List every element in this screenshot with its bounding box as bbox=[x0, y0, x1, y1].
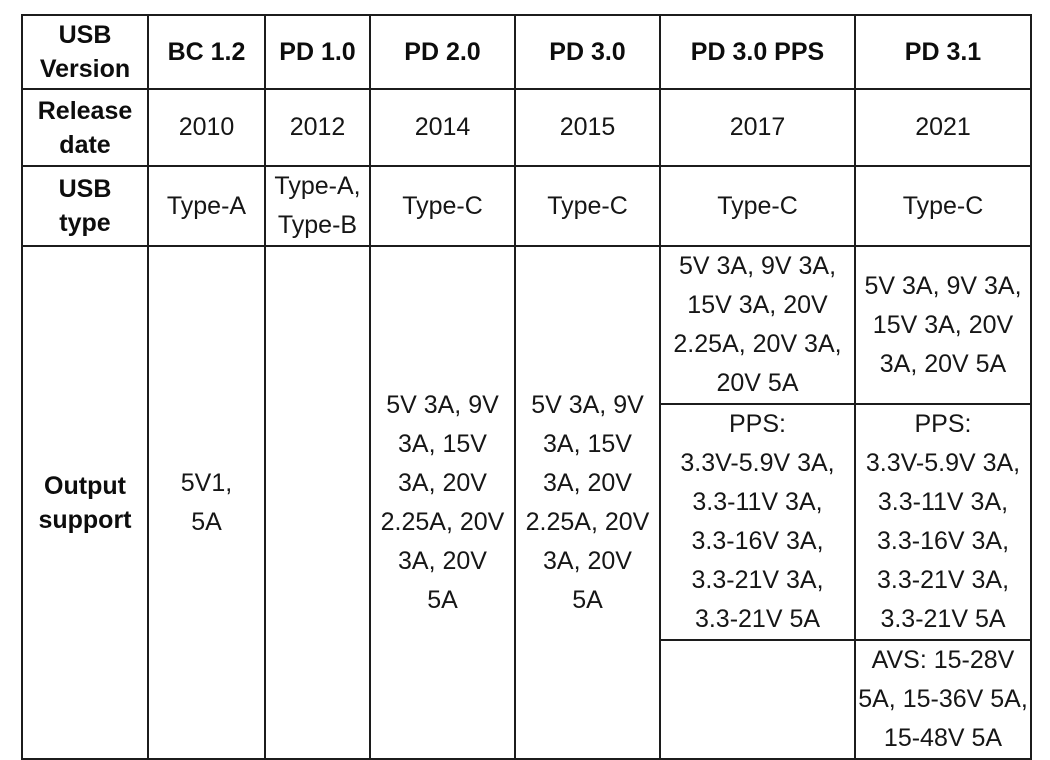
row-output-support-pps: PPS: 3.3V-5.9V 3A, 3.3-11V 3A, 3.3-16V 3… bbox=[22, 403, 1032, 641]
row-header-output-support: Output support bbox=[21, 245, 149, 760]
column-header-pd-3-1: PD 3.1 bbox=[854, 14, 1032, 90]
usb-type-pd-3-0: Type-C bbox=[514, 165, 661, 247]
release-date-bc-1-2: 2010 bbox=[147, 88, 266, 167]
column-header-pd-1-0: PD 1.0 bbox=[264, 14, 371, 90]
row-header-release-date: Release date bbox=[21, 88, 149, 167]
row-output-support: Output support 5V1, 5A 5V 3A, 9V 3A, 15V… bbox=[21, 245, 1032, 760]
output-support-pd-1-0 bbox=[264, 245, 371, 760]
column-header-bc-1-2: BC 1.2 bbox=[147, 14, 266, 90]
output-support-pd-3-1-fixed: 5V 3A, 9V 3A, 15V 3A, 20V 3A, 20V 5A bbox=[854, 245, 1032, 405]
usb-type-bc-1-2: Type-A bbox=[147, 165, 266, 247]
output-support-pd-3-0: 5V 3A, 9V 3A, 15V 3A, 20V 2.25A, 20V 3A,… bbox=[514, 245, 661, 760]
usb-type-pd-3-0-pps: Type-C bbox=[659, 165, 856, 247]
release-date-pd-3-1: 2021 bbox=[854, 88, 1032, 167]
row-header-usb-type: USB type bbox=[21, 165, 149, 247]
usb-spec-comparison-table: USB Version BC 1.2 PD 1.0 PD 2.0 PD 3.0 … bbox=[21, 14, 1032, 760]
release-date-pd-2-0: 2014 bbox=[369, 88, 516, 167]
output-support-bc-1-2: 5V1, 5A bbox=[147, 245, 266, 760]
output-support-pd-3-1-pps: PPS: 3.3V-5.9V 3A, 3.3-11V 3A, 3.3-16V 3… bbox=[854, 403, 1032, 641]
usb-type-pd-1-0: Type-A, Type-B bbox=[264, 165, 371, 247]
row-output-support-avs: AVS: 15-28V 5A, 15-36V 5A, 15-48V 5A bbox=[22, 639, 1032, 760]
column-header-pd-2-0: PD 2.0 bbox=[369, 14, 516, 90]
output-support-pd-2-0: 5V 3A, 9V 3A, 15V 3A, 20V 2.25A, 20V 3A,… bbox=[369, 245, 516, 760]
output-support-pd-3-0-pps-avs bbox=[659, 639, 856, 760]
output-support-pd-3-1-avs: AVS: 15-28V 5A, 15-36V 5A, 15-48V 5A bbox=[854, 639, 1032, 760]
release-date-pd-1-0: 2012 bbox=[264, 88, 371, 167]
row-release-date: Release date 2010 2012 2014 2015 2017 20… bbox=[21, 88, 1032, 167]
usb-type-pd-2-0: Type-C bbox=[369, 165, 516, 247]
row-header-usb-version: USB Version bbox=[21, 14, 149, 90]
usb-type-pd-3-1: Type-C bbox=[854, 165, 1032, 247]
output-support-pd-3-0-pps-fixed: 5V 3A, 9V 3A, 15V 3A, 20V 2.25A, 20V 3A,… bbox=[659, 245, 856, 405]
release-date-pd-3-0: 2015 bbox=[514, 88, 661, 167]
row-usb-type: USB type Type-A Type-A, Type-B Type-C Ty… bbox=[21, 165, 1032, 247]
output-support-pd-3-0-pps-pps: PPS: 3.3V-5.9V 3A, 3.3-11V 3A, 3.3-16V 3… bbox=[659, 403, 856, 641]
row-usb-version: USB Version BC 1.2 PD 1.0 PD 2.0 PD 3.0 … bbox=[21, 14, 1032, 90]
column-header-pd-3-0: PD 3.0 bbox=[514, 14, 661, 90]
release-date-pd-3-0-pps: 2017 bbox=[659, 88, 856, 167]
column-header-pd-3-0-pps: PD 3.0 PPS bbox=[659, 14, 856, 90]
